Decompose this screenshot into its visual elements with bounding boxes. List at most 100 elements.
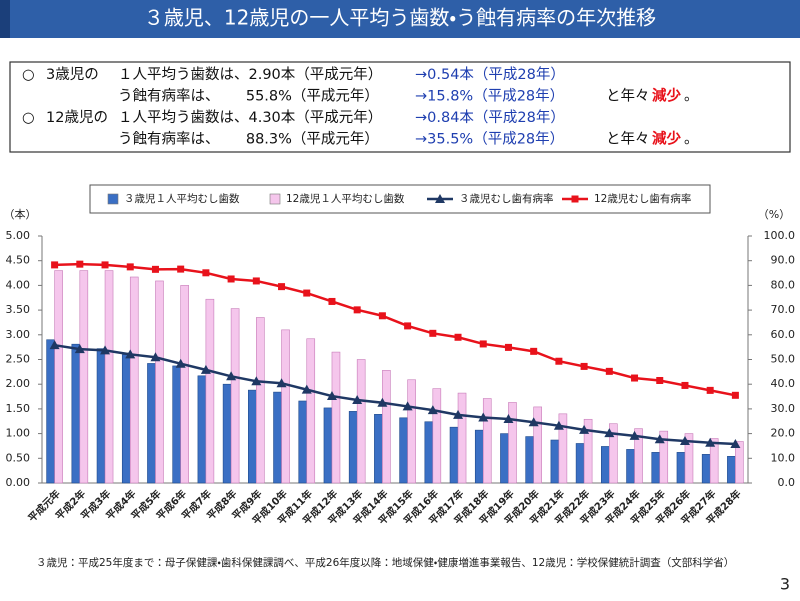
marker — [151, 265, 159, 273]
y2-tick-label: 10.0 — [771, 451, 796, 464]
bar — [71, 343, 81, 484]
footnote: ３歳児：平成25年度まで：母子保健課・歯科保健課調べ、平成26年度以降：地域保健… — [36, 556, 734, 569]
marker — [276, 378, 287, 388]
marker — [631, 374, 639, 382]
bar — [508, 402, 517, 484]
marker — [681, 381, 689, 389]
bar — [205, 298, 215, 484]
title-bar — [0, 0, 800, 38]
marker — [202, 269, 210, 277]
bar — [457, 392, 467, 484]
bar — [525, 436, 534, 484]
bar — [79, 270, 89, 484]
y-tick-label: 1.50 — [6, 402, 31, 415]
marker — [378, 312, 386, 320]
marker — [656, 376, 664, 384]
y-tick-label: 4.00 — [6, 278, 31, 291]
marker — [479, 340, 487, 348]
line — [54, 343, 736, 446]
marker — [51, 261, 59, 269]
summary-result: →15.8%（平成28年） — [415, 88, 564, 105]
summary-box — [9, 61, 791, 153]
marker — [251, 376, 262, 386]
y-axis-label: （本） — [4, 207, 37, 221]
bar — [407, 379, 416, 484]
summary-subject: 12歳児の — [46, 109, 108, 126]
y2-tick-label: 90.0 — [771, 254, 796, 267]
summary-emphasis: 減少 — [652, 87, 681, 105]
marker — [530, 347, 538, 355]
bar — [155, 280, 164, 484]
summary-text: う蝕有病率は、 55.8%（平成元年） — [118, 88, 379, 105]
bar — [735, 441, 744, 484]
y-tick-label: 4.50 — [6, 254, 31, 267]
bar — [323, 407, 333, 484]
y2-tick-label: 20.0 — [771, 427, 796, 440]
marker — [605, 367, 613, 375]
summary-tail: と年々 — [606, 131, 650, 148]
marker — [353, 306, 361, 314]
bar — [222, 383, 232, 484]
summary-tail: と年々 — [606, 88, 650, 105]
y-tick-label: 2.00 — [6, 377, 31, 390]
bar — [399, 417, 408, 484]
summary-bullet: ○ — [22, 67, 35, 83]
bar — [474, 429, 484, 484]
marker — [730, 438, 741, 448]
marker — [301, 384, 312, 394]
marker — [679, 436, 690, 446]
marker — [705, 437, 716, 447]
y-tick-label: 1.00 — [6, 427, 31, 440]
marker — [125, 349, 136, 359]
bar — [54, 270, 63, 484]
chart: （本） （%） 0.00 0.50 1.00 1.50 2.00 2.50 3.00 3.50 4.… — [4, 192, 796, 527]
bar — [306, 338, 316, 484]
marker — [654, 434, 665, 444]
marker — [200, 364, 211, 374]
y2-tick-label: 100.0 — [764, 229, 796, 242]
marker — [74, 344, 85, 354]
page-number: 3 — [780, 575, 790, 594]
bar — [121, 354, 131, 484]
summary-result: →0.54本（平成28年） — [415, 66, 565, 83]
summary: ○ 3歳児の １人平均う歯数は、2.90本（平成元年） →0.54本（平成28年） う蝕… — [22, 66, 699, 148]
summary-result: →35.5%（平成28年） — [415, 131, 564, 148]
line — [54, 262, 736, 397]
bar — [482, 398, 492, 484]
bar — [659, 430, 669, 484]
bar — [684, 433, 694, 484]
marker — [101, 261, 109, 269]
legend-swatch — [269, 193, 281, 205]
marker — [177, 265, 185, 273]
legend-marker — [435, 194, 445, 203]
legend-label: ３歳児１人平均むし歯数 — [124, 192, 240, 205]
marker — [706, 386, 714, 394]
bar — [356, 359, 366, 484]
legend-marker — [571, 195, 579, 203]
bar — [46, 339, 55, 484]
bar — [348, 411, 358, 484]
bar — [382, 370, 391, 484]
marker — [352, 395, 363, 405]
marker — [100, 345, 111, 355]
bar — [575, 443, 585, 484]
marker — [553, 420, 564, 430]
summary-text: １人平均う歯数は、4.30本（平成元年） — [118, 109, 382, 126]
marker — [227, 275, 235, 283]
marker — [731, 391, 739, 399]
bar — [424, 421, 434, 484]
bar — [601, 446, 610, 484]
marker — [126, 263, 134, 271]
bar — [180, 285, 189, 484]
y2-tick-label: 40.0 — [771, 377, 796, 390]
slide-title: ３歳児、12歳児の一人平均う歯数・う蝕有病率の年次推移 — [144, 6, 656, 30]
bar — [129, 276, 139, 484]
marker — [402, 401, 413, 411]
marker — [555, 357, 563, 365]
y2-tick-label: 50.0 — [771, 353, 796, 366]
legend-label: ３歳児むし歯有病率 — [459, 192, 554, 205]
title-accent — [0, 0, 10, 38]
bar — [256, 317, 265, 484]
summary-emphasis: 減少 — [652, 130, 681, 148]
